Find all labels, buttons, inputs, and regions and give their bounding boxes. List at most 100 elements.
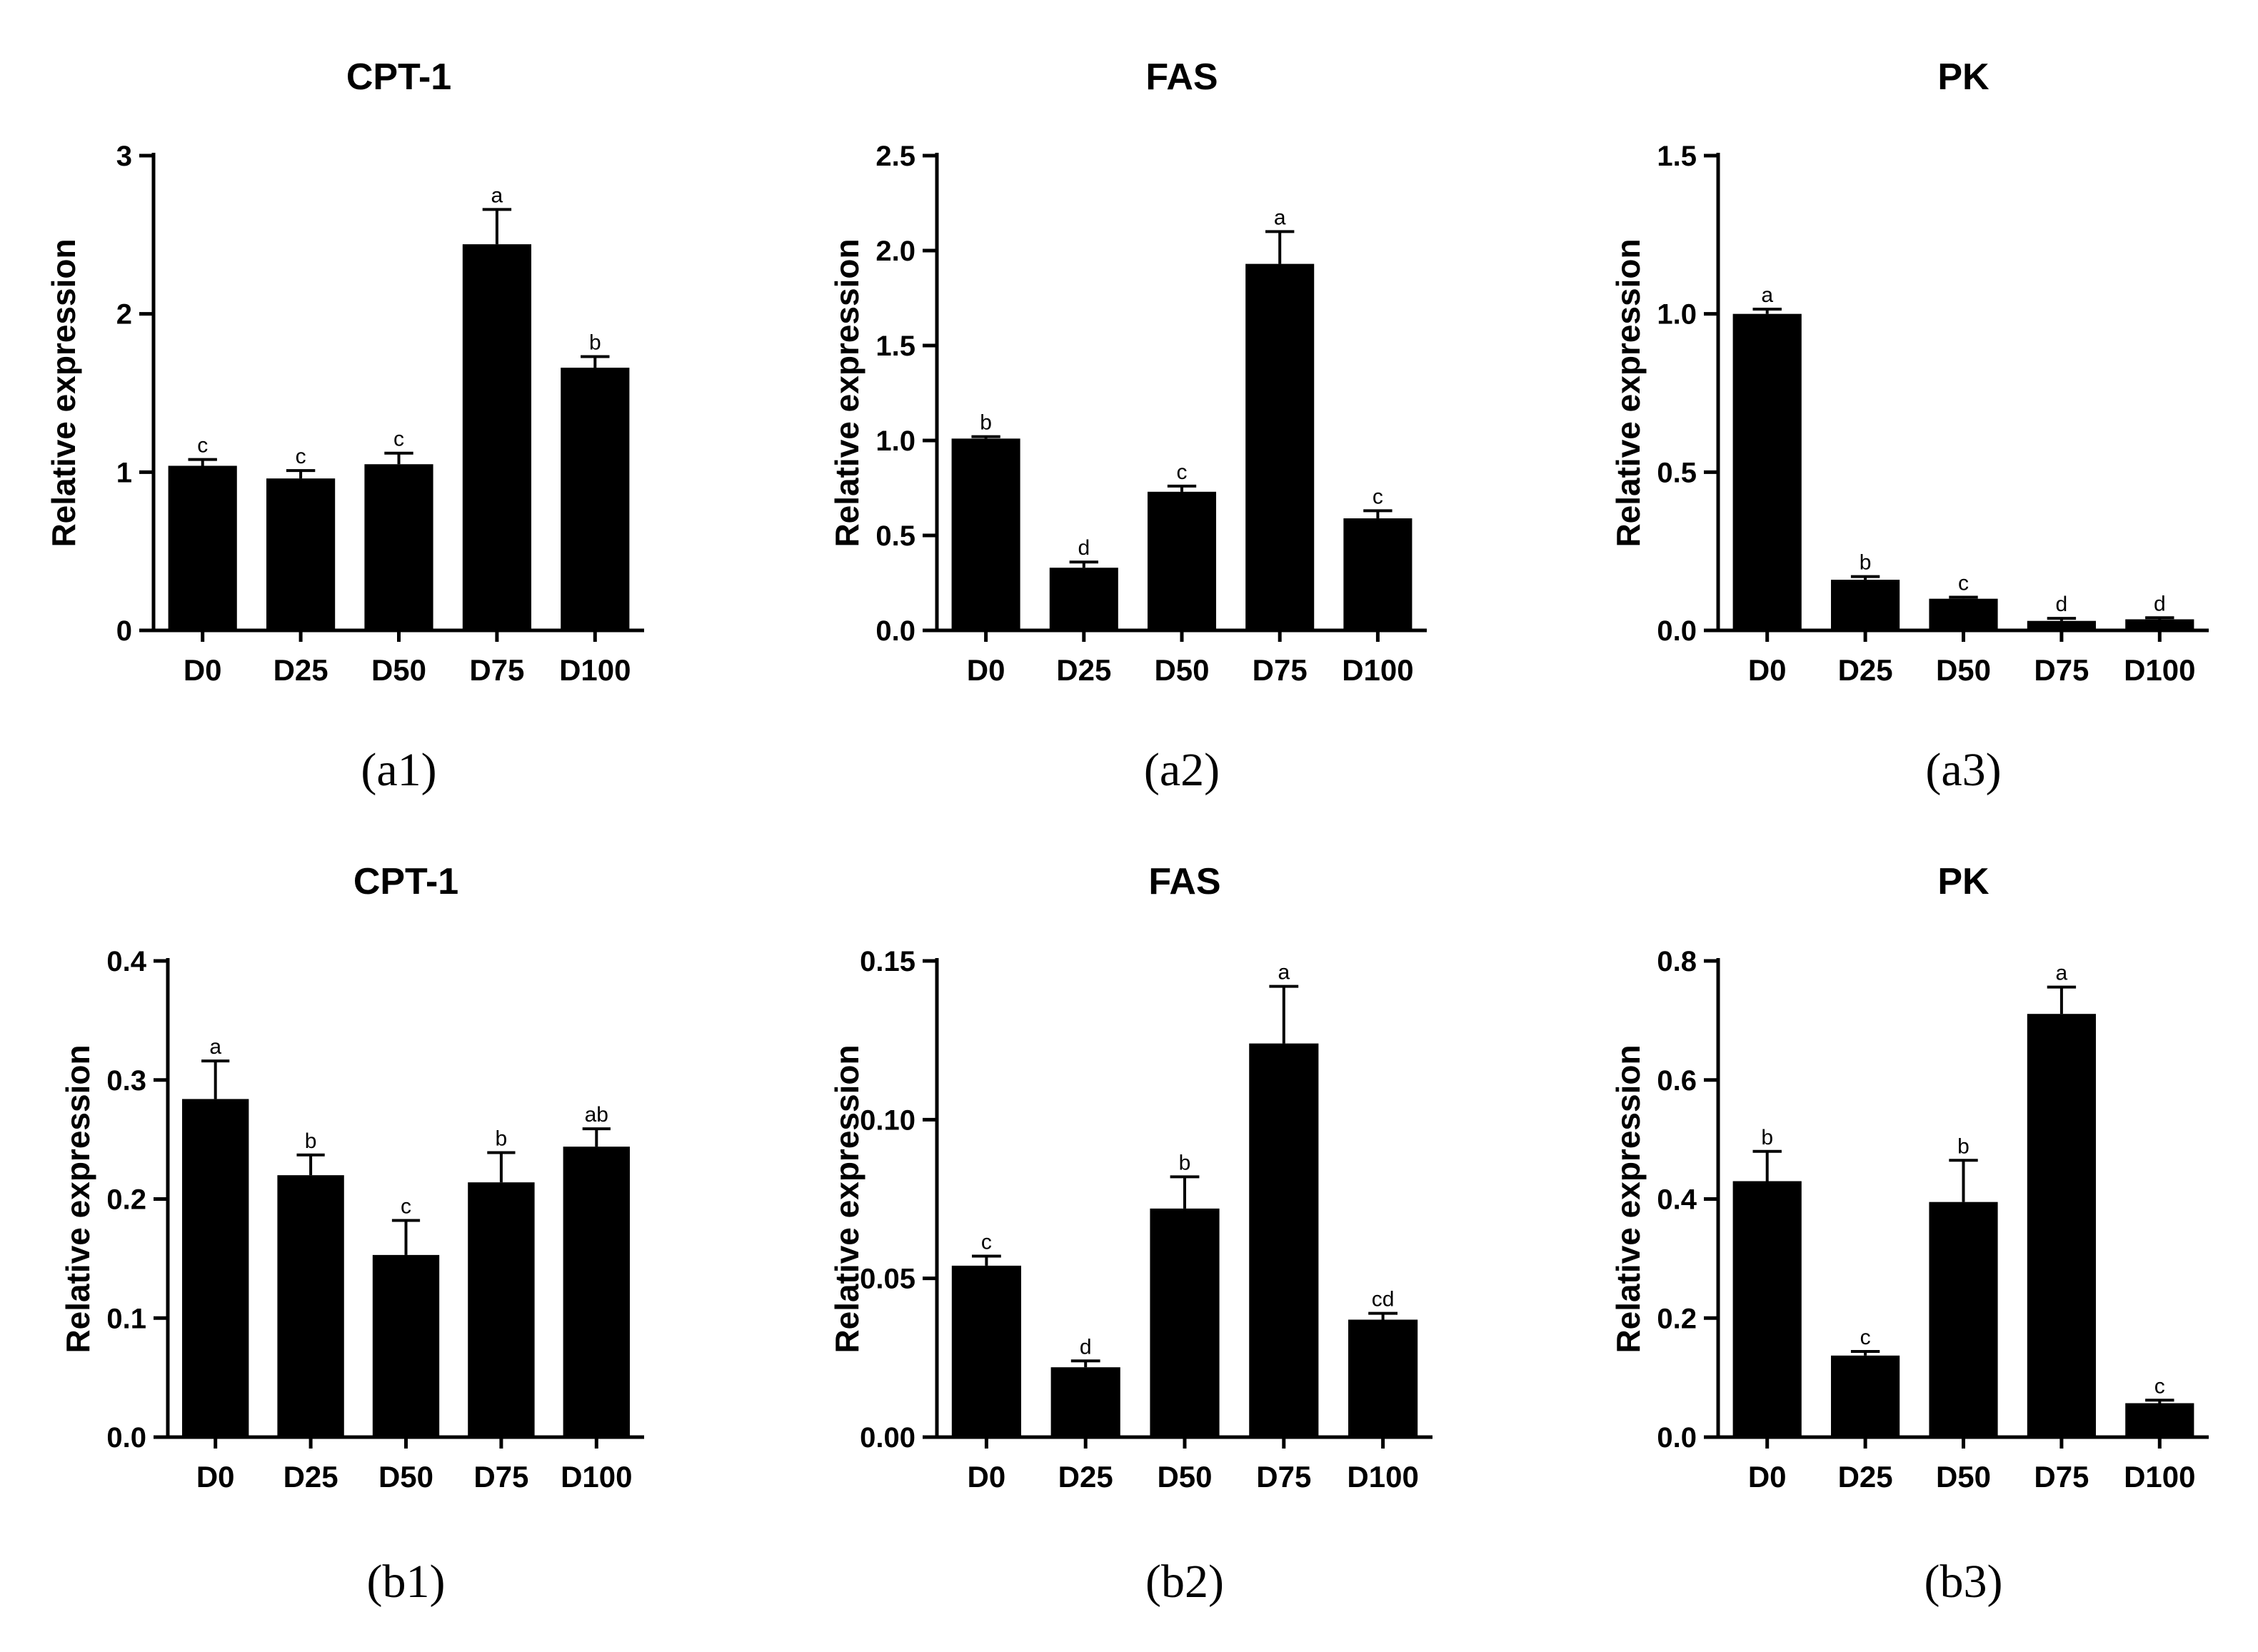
- bar-D100: [2125, 619, 2194, 630]
- error-bar: [2145, 1399, 2174, 1404]
- x-tick-label: D75: [1256, 1460, 1311, 1494]
- significance-label: b: [496, 1127, 508, 1150]
- error-bar: [384, 451, 413, 465]
- y-tick-label: 0.5: [875, 520, 915, 552]
- bar-D100: [1343, 518, 1412, 630]
- x-tick-label: D25: [1058, 1460, 1113, 1494]
- x-tick-label: D50: [1936, 653, 1991, 687]
- significance-label: ab: [585, 1103, 608, 1127]
- x-tick-label: D100: [1347, 1460, 1418, 1494]
- x-tick-label: D25: [1838, 1460, 1893, 1494]
- y-tick-label: 3: [116, 141, 132, 172]
- bar-D75: [468, 1182, 535, 1437]
- error-bar: [1265, 230, 1295, 264]
- panel-label: (b2): [1145, 1556, 1224, 1608]
- y-tick-label: 0: [116, 615, 132, 647]
- bar-D25: [1049, 568, 1118, 630]
- bar-D100: [563, 1147, 630, 1437]
- y-tick-label: 1.5: [1657, 141, 1697, 172]
- error-bar: [1752, 308, 1782, 314]
- significance-label: b: [589, 331, 601, 355]
- panel-b3: PK Relative expression b D0 c D25 b D50 a D75 c D10…: [1610, 861, 2209, 1608]
- error-bar: [286, 469, 316, 479]
- panel-a1: CPT-1 Relative expression c D0 c D25 c D50 a D75 b…: [45, 56, 644, 796]
- y-tick-label: 1: [116, 457, 132, 488]
- significance-label: a: [491, 183, 503, 207]
- panel-label: (a1): [361, 744, 436, 796]
- bar-D0: [1732, 313, 1802, 630]
- y-tick-label: 1.0: [1657, 299, 1697, 331]
- bar-D75: [2027, 620, 2096, 630]
- y-axis-label: Relative expression: [1610, 238, 1647, 547]
- significance-label: a: [1274, 206, 1286, 229]
- error-bar: [1070, 1359, 1100, 1368]
- y-axis-label: Relative expression: [828, 1044, 865, 1353]
- y-tick-label: 0.4: [106, 946, 146, 977]
- chart-title: PK: [1937, 861, 1989, 902]
- y-tick-label: 2.0: [875, 236, 915, 267]
- x-tick-label: D25: [283, 1460, 338, 1494]
- significance-label: d: [1078, 536, 1090, 560]
- x-tick-label: D100: [2124, 653, 2195, 687]
- y-tick-label: 0.6: [1657, 1065, 1697, 1097]
- y-tick-label: 0.0: [1657, 615, 1697, 647]
- error-bar: [1167, 484, 1197, 492]
- chart-title: PK: [1937, 56, 1989, 98]
- y-tick-label: 0.10: [860, 1104, 915, 1136]
- bar-D75: [1249, 1043, 1319, 1437]
- y-tick-label: 2: [116, 299, 132, 331]
- y-tick-label: 0.1: [106, 1303, 146, 1334]
- x-tick-label: D100: [559, 653, 631, 687]
- y-tick-label: 0.00: [860, 1422, 915, 1454]
- y-tick-label: 0.5: [1657, 457, 1697, 488]
- significance-label: d: [2056, 593, 2068, 616]
- x-tick-label: D50: [1154, 653, 1209, 687]
- bar-D75: [462, 244, 531, 631]
- error-bar: [971, 435, 1000, 439]
- y-tick-label: 0.05: [860, 1264, 915, 1295]
- significance-label: b: [1957, 1134, 1970, 1158]
- y-tick-label: 0.2: [106, 1184, 146, 1216]
- bar-D100: [2125, 1403, 2194, 1437]
- error-bar: [1850, 575, 1880, 580]
- error-bar: [1850, 1349, 1880, 1356]
- panel-a2: FAS Relative expression b D0 d D25 c D50 a D75 c D1…: [828, 56, 1427, 796]
- bar-D0: [951, 438, 1020, 630]
- bar-D25: [1050, 1367, 1120, 1437]
- error-bar: [296, 1153, 325, 1176]
- error-bar: [188, 458, 217, 466]
- x-tick-label: D100: [2124, 1460, 2195, 1494]
- significance-label: c: [2154, 1374, 2165, 1398]
- panel-b1: CPT-1 Relative expression a D0 b D25 c D50 b D75 a…: [59, 861, 644, 1608]
- error-bar: [2047, 617, 2077, 621]
- y-tick-label: 1.5: [875, 331, 915, 362]
- significance-label: b: [1179, 1151, 1191, 1174]
- panel-label: (a2): [1144, 744, 1220, 796]
- x-tick-label: D25: [1056, 653, 1111, 687]
- error-bar: [1269, 984, 1299, 1044]
- error-bar: [1170, 1175, 1200, 1209]
- y-axis-label: Relative expression: [828, 238, 865, 547]
- bar-D50: [1150, 1208, 1220, 1437]
- error-bar: [487, 1151, 516, 1183]
- bar-D0: [1732, 1181, 1802, 1437]
- y-tick-label: 0.8: [1657, 946, 1697, 977]
- significance-label: b: [1860, 551, 1872, 575]
- significance-label: c: [393, 428, 404, 451]
- x-tick-label: D75: [469, 653, 524, 687]
- chart-title: CPT-1: [353, 861, 458, 902]
- chart-title: FAS: [1145, 56, 1218, 98]
- y-tick-label: 0.2: [1657, 1303, 1697, 1334]
- significance-label: c: [1373, 485, 1383, 508]
- bar-D100: [561, 368, 630, 630]
- y-axis-label: Relative expression: [45, 238, 82, 547]
- error-bar: [2145, 616, 2174, 620]
- bar-D50: [372, 1254, 440, 1437]
- significance-label: b: [1761, 1126, 1773, 1149]
- x-tick-label: D0: [1748, 1460, 1787, 1494]
- panel-b2: FAS Relative expression c D0 d D25 b D50 a D75 cd D…: [828, 861, 1432, 1608]
- y-axis-label: Relative expression: [59, 1044, 96, 1353]
- chart-title: CPT-1: [346, 56, 451, 98]
- significance-label: b: [305, 1129, 317, 1153]
